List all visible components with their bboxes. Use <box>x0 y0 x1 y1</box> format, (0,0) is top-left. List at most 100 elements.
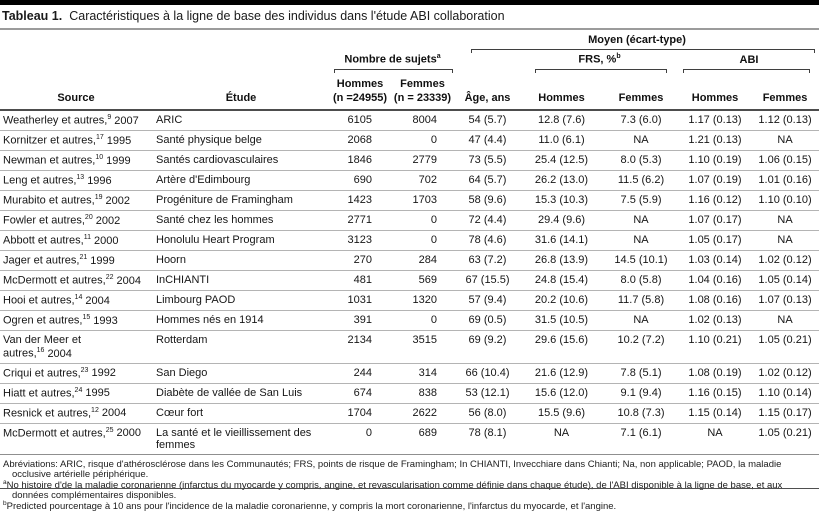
abi-hommes-cell: 1.03 (0.14) <box>679 249 751 271</box>
source-cell: Kornitzer et autres,17 1995 <box>0 129 152 151</box>
n-hommes-cell: 2771 <box>330 209 390 231</box>
spanner-nombre-label: Nombre de sujetsa <box>344 53 441 67</box>
reference-number: 12 <box>91 406 99 414</box>
abi-hommes-cell: 1.08 (0.16) <box>679 289 751 311</box>
reference-number: 23 <box>80 366 89 374</box>
etude-cell: Limbourg PAOD <box>152 289 330 311</box>
frs-femmes-cell: 9.1 (9.4) <box>603 382 679 403</box>
header-spanner-row-1: Moyen (écart-type) <box>0 30 819 54</box>
table-row: McDermott et autres,22 2004 InCHIANTI 481… <box>0 269 819 291</box>
reference-number: 16 <box>36 346 45 354</box>
age-cell: 54 (5.7) <box>468 114 507 127</box>
etude-cell: InCHIANTI <box>152 269 330 291</box>
reference-number: 10 <box>95 153 104 161</box>
col-header-age: Âge, ans <box>455 73 520 112</box>
age-cell: 58 (9.6) <box>455 189 520 211</box>
etude-cell: San Diego <box>152 362 330 383</box>
n-femmes-cell: 284 <box>390 249 455 271</box>
top-rule <box>0 0 819 5</box>
frs-hommes-cell: 11.0 (6.1) <box>520 129 603 151</box>
frs-femmes-cell: 7.5 (5.9) <box>603 189 679 211</box>
frs-femmes-cell: 7.8 (5.1) <box>603 362 679 383</box>
source-cell: Van der Meer et autres,16 2004 <box>0 329 152 363</box>
frs-femmes-cell: 10.2 (7.2) <box>603 329 679 363</box>
n-hommes-cell: 1704 <box>330 402 390 423</box>
n-femmes-cell: 2779 <box>390 149 455 171</box>
frs-hommes-cell: 15.3 (10.3) <box>520 189 603 211</box>
frs-femmes-cell: NA <box>603 229 679 251</box>
table-row: Weatherley et autres,9 2007 ARIC 6105 800… <box>0 110 819 130</box>
n-femmes-cell: 0 <box>390 209 455 231</box>
etude-cell: Diabète de vallée de San Luis <box>152 382 330 403</box>
footnote-marker-b: b <box>616 53 621 61</box>
abi-hommes-cell: 1.07 (0.17) <box>679 209 751 231</box>
footnote-marker-a: a <box>436 53 441 61</box>
reference-number: 24 <box>74 386 83 394</box>
table-row: Ogren et autres,15 1993 Hommes nés en 191… <box>0 309 819 331</box>
age-cell: 67 (15.5) <box>455 269 520 291</box>
abi-hommes-cell: NA <box>679 422 751 455</box>
n-hommes-cell: 690 <box>330 169 390 191</box>
n-hommes-cell: 674 <box>330 382 390 403</box>
age-cell: 78 (8.1) <box>455 422 520 455</box>
age-cell: 69 (0.5) <box>455 309 520 331</box>
abi-hommes-cell: 1.02 (0.13) <box>679 309 751 331</box>
frs-femmes-cell: NA <box>603 309 679 331</box>
frs-femmes-cell: NA <box>603 209 679 231</box>
source-cell: Weatherley et autres,9 2007 <box>3 114 139 127</box>
spanner-frs: FRS, %b <box>520 53 679 74</box>
etude-cell: Hommes nés en 1914 <box>152 309 330 331</box>
n-femmes-cell: 0 <box>390 129 455 151</box>
frs-femmes-cell: 11.5 (6.2) <box>603 169 679 191</box>
n-hommes-cell: 6105 <box>347 114 372 127</box>
header-spacer <box>455 53 520 73</box>
footnote-marker: a <box>3 479 7 487</box>
abi-hommes-cell: 1.07 (0.19) <box>679 169 751 191</box>
frs-femmes-cell: 7.1 (6.1) <box>603 422 679 455</box>
age-cell: 66 (10.4) <box>455 362 520 383</box>
etude-cell: ARIC <box>156 114 183 127</box>
table-title: Tableau 1. Caractéristiques à la ligne de… <box>0 5 819 30</box>
reference-number: 15 <box>82 313 91 321</box>
header-columns-row: Source Étude Hommes (n =24955) Femmes (n =… <box>0 73 819 112</box>
bottom-rule <box>0 488 819 489</box>
n-femmes-cell: 838 <box>390 382 455 403</box>
header-spacer <box>0 30 455 53</box>
etude-cell: Progéniture de Framingham <box>152 189 330 211</box>
reference-number: 21 <box>79 253 88 261</box>
table-row: Kornitzer et autres,17 1995 Santé physiqu… <box>0 129 819 151</box>
abi-femmes-cell: 1.05 (0.21) <box>751 422 819 455</box>
col-header-source: Source <box>0 73 152 112</box>
n-hommes-cell: 270 <box>330 249 390 271</box>
frs-hommes-cell: NA <box>520 422 603 455</box>
frs-femmes-cell: 11.7 (5.8) <box>603 289 679 311</box>
n-hommes-cell: 1846 <box>330 149 390 171</box>
frs-femmes-cell: 7.3 (6.0) <box>620 114 662 127</box>
n-femmes-cell: 314 <box>390 362 455 383</box>
table-row: Criqui et autres,23 1992 San Diego 244 31… <box>0 362 819 383</box>
abi-hommes-cell: 1.15 (0.14) <box>679 402 751 423</box>
n-hommes-cell: 2134 <box>330 329 390 363</box>
table-title-text: Caractéristiques à la ligne de base des … <box>69 9 505 23</box>
n-hommes-cell: 1423 <box>330 189 390 211</box>
n-femmes-cell: 2622 <box>390 402 455 423</box>
abi-femmes-cell: 1.06 (0.15) <box>751 149 819 171</box>
age-cell: 72 (4.4) <box>455 209 520 231</box>
spanner-moyen-label: Moyen (écart-type) <box>588 34 686 46</box>
age-cell: 69 (9.2) <box>455 329 520 363</box>
frs-hommes-cell: 15.5 (9.6) <box>520 402 603 423</box>
footnote: aNo histoire d'de la maladie coronarienn… <box>3 479 783 502</box>
col-header-n-femmes: Femmes (n = 23339) <box>390 73 455 112</box>
abi-femmes-cell: 1.07 (0.13) <box>751 289 819 311</box>
n-femmes-cell: 3515 <box>390 329 455 363</box>
etude-cell: Santés cardiovasculaires <box>152 149 330 171</box>
col-header-abi-hommes: Hommes <box>679 73 751 112</box>
frs-hommes-cell: 31.5 (10.5) <box>520 309 603 331</box>
n-femmes-cell: 0 <box>390 309 455 331</box>
table-row: Leng et autres,13 1996 Artère d'Edimbourg… <box>0 169 819 191</box>
frs-hommes-cell: 26.2 (13.0) <box>520 169 603 191</box>
source-cell: Murabito et autres,19 2002 <box>0 189 152 211</box>
frs-hommes-cell: 29.4 (9.6) <box>520 209 603 231</box>
n-femmes-cell: 0 <box>390 229 455 251</box>
source-cell: Jager et autres,21 1999 <box>0 249 152 271</box>
